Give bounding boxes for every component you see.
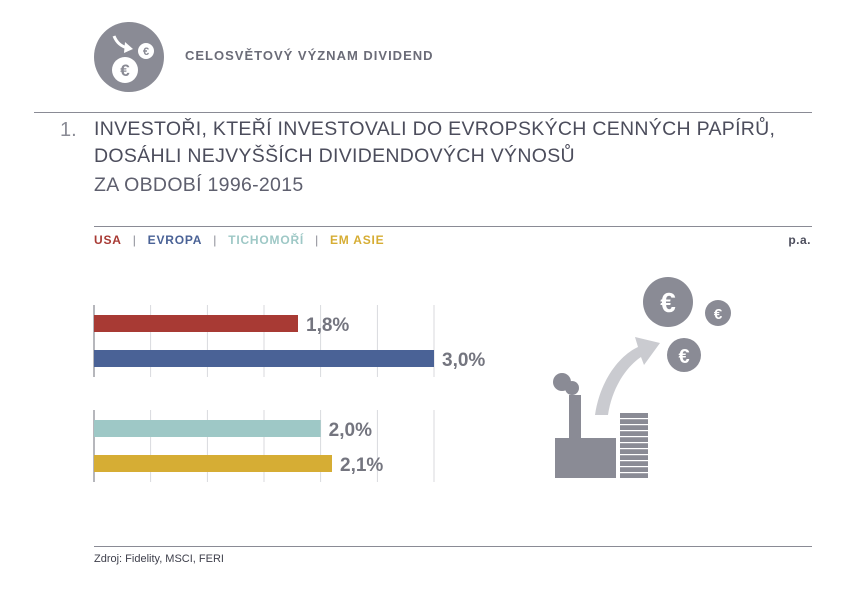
euro-coin-large <box>643 277 693 327</box>
svg-text:€: € <box>714 306 723 323</box>
legend-separator: | <box>315 233 319 247</box>
headline-line-2: DOSÁHLI NEJVYŠŠÍCH DIVIDENDOVÝCH VÝNOSŮ <box>94 145 575 167</box>
legend: USA | EVROPA | TICHOMOŘÍ | EM ASIE <box>94 233 384 247</box>
bar-chart: 1,8% 3,0% 2,0% 2,1% <box>93 305 485 482</box>
legend-separator: | <box>213 233 218 247</box>
svg-text:€: € <box>678 346 689 368</box>
legend-item-em-asie: EM ASIE <box>329 233 385 247</box>
source-note: Zdroj: Fidelity, MSCI, FERI <box>94 553 224 565</box>
header-title: CELOSVĚTOVÝ VÝZNAM DIVIDEND <box>185 48 434 63</box>
smoke <box>565 381 579 395</box>
stacked-coins <box>620 413 648 478</box>
divider-legend <box>94 226 812 227</box>
section-number: 1. <box>60 119 77 141</box>
chimney <box>569 395 581 440</box>
unit-label: p.a. <box>788 233 811 247</box>
headline-period: ZA OBDOBÍ 1996-2015 <box>94 174 304 196</box>
bar-em asie <box>94 455 332 472</box>
euro-coin-small <box>705 300 731 326</box>
bar-value-label: 2,0% <box>329 420 372 441</box>
legend-item-tichomori: TICHOMOŘÍ <box>228 233 305 247</box>
factory-money-growth-icon: € € € <box>553 277 731 478</box>
bar-value-label: 1,8% <box>306 315 349 336</box>
bar-value-label: 2,1% <box>340 455 383 476</box>
euro-coin-medium <box>667 338 701 372</box>
svg-text:€: € <box>660 287 676 318</box>
legend-item-evropa: EVROPA <box>147 233 203 247</box>
bar-value-label: 3,0% <box>442 350 485 371</box>
svg-text:€: € <box>120 61 130 80</box>
headline-line-1: INVESTOŘI, KTEŘÍ INVESTOVALI DO EVROPSKÝ… <box>94 118 776 140</box>
bar-tichomoří <box>94 420 321 437</box>
euro-coins-arrow-icon: € € <box>94 22 164 92</box>
bar-evropa <box>94 350 434 367</box>
factory-building <box>555 438 616 478</box>
legend-separator: | <box>132 233 137 247</box>
bar-usa <box>94 315 298 332</box>
growth-arrow <box>595 337 660 415</box>
divider-top <box>34 112 812 113</box>
svg-text:€: € <box>143 46 149 58</box>
legend-item-usa: USA <box>94 233 122 247</box>
divider-bottom <box>94 546 812 547</box>
